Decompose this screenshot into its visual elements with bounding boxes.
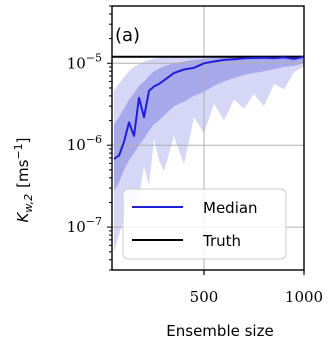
y-tick-label-exponent: −5 (86, 51, 102, 64)
legend-truth-label: Truth (202, 232, 241, 250)
plot-frame (111, 5, 305, 271)
y-axis-label-symbol: K (14, 212, 32, 223)
y-tick-label-base: 10 (67, 136, 86, 154)
median-line (113, 55, 305, 160)
median-line-group (113, 55, 305, 160)
y-tick-label-base: 10 (67, 54, 86, 72)
axis-ticks (107, 5, 305, 275)
y-axis-label-unit-exponent: −1 (12, 143, 25, 159)
y-tick-label: 10−6 (67, 133, 102, 154)
y-tick-label-exponent: −7 (86, 215, 102, 228)
y-axis-label-subscript: w,2 (22, 194, 35, 213)
panel-label: (a) (115, 25, 140, 46)
y-axis-label: Kw,2 [ms−1] (12, 138, 35, 223)
inner-band (114, 55, 304, 191)
y-tick-label-base: 10 (67, 218, 86, 236)
y-tick-label: 10−5 (67, 51, 102, 72)
legend: Median Truth (122, 188, 287, 260)
x-tick-label: 1000 (285, 288, 323, 306)
x-tick-label: 500 (190, 288, 219, 306)
x-axis-label: Ensemble size (166, 322, 273, 340)
y-tick-label-exponent: −6 (86, 133, 102, 146)
y-axis-label-unit-close: ] (14, 138, 32, 144)
uncertainty-bands (114, 55, 304, 252)
y-tick-label: 10−7 (67, 215, 102, 236)
legend-median-label: Median (203, 199, 258, 217)
y-axis-label-unit: [ms (14, 159, 32, 187)
